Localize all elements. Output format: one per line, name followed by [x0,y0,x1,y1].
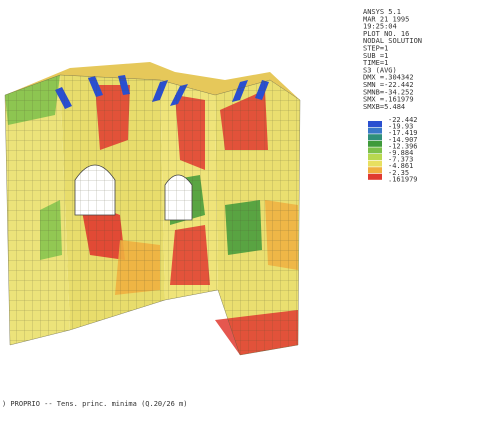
header-line: ANSYS 5.1 [363,8,401,16]
header-line: TIME=1 [363,59,388,67]
legend-swatch [368,160,382,167]
legend-swatch [368,140,382,147]
header-line: MAR 21 1995 [363,15,409,23]
legend-label: .161979 [388,175,418,183]
legend: -22.442-19.93-17.419-14.907-12.396-9.884… [368,116,418,183]
legend-label: -7.373 [388,156,413,164]
header-line: NODAL SOLUTION [363,37,422,45]
legend-swatch [368,173,382,180]
header-line: DMX =.304342 [363,74,414,82]
legend-swatch [368,147,382,154]
legend-swatch [368,127,382,134]
legend-swatch [368,121,382,127]
legend-label: -14.907 [388,136,418,144]
legend-label: -2.35 [388,169,409,177]
legend-swatch [368,134,382,141]
header-line: SMXB=5.484 [363,103,405,111]
header-line: STEP=1 [363,45,388,53]
fem-model [4,62,301,356]
legend-swatch [368,167,382,174]
header-line: SUB =1 [363,52,388,60]
header-line: S3 (AVG) [363,66,397,74]
header-line: SMNB=-34.252 [363,88,414,96]
legend-label: -4.861 [388,162,413,170]
header-line: SMN =-22.442 [363,81,414,89]
header-line: SMX =.161979 [363,96,414,104]
header-line: 19:25:04 [363,23,397,31]
footer-caption: ) PROPRIO -- Tens. princ. minima (Q.20/2… [2,400,187,408]
legend-swatch [368,154,382,160]
legend-label: -9.884 [388,149,413,157]
header-line: PLOT NO. 16 [363,30,409,38]
legend-label: -12.396 [388,142,418,150]
legend-label: -17.419 [388,129,418,137]
legend-label: -19.93 [388,123,413,131]
legend-label: -22.442 [388,116,418,124]
